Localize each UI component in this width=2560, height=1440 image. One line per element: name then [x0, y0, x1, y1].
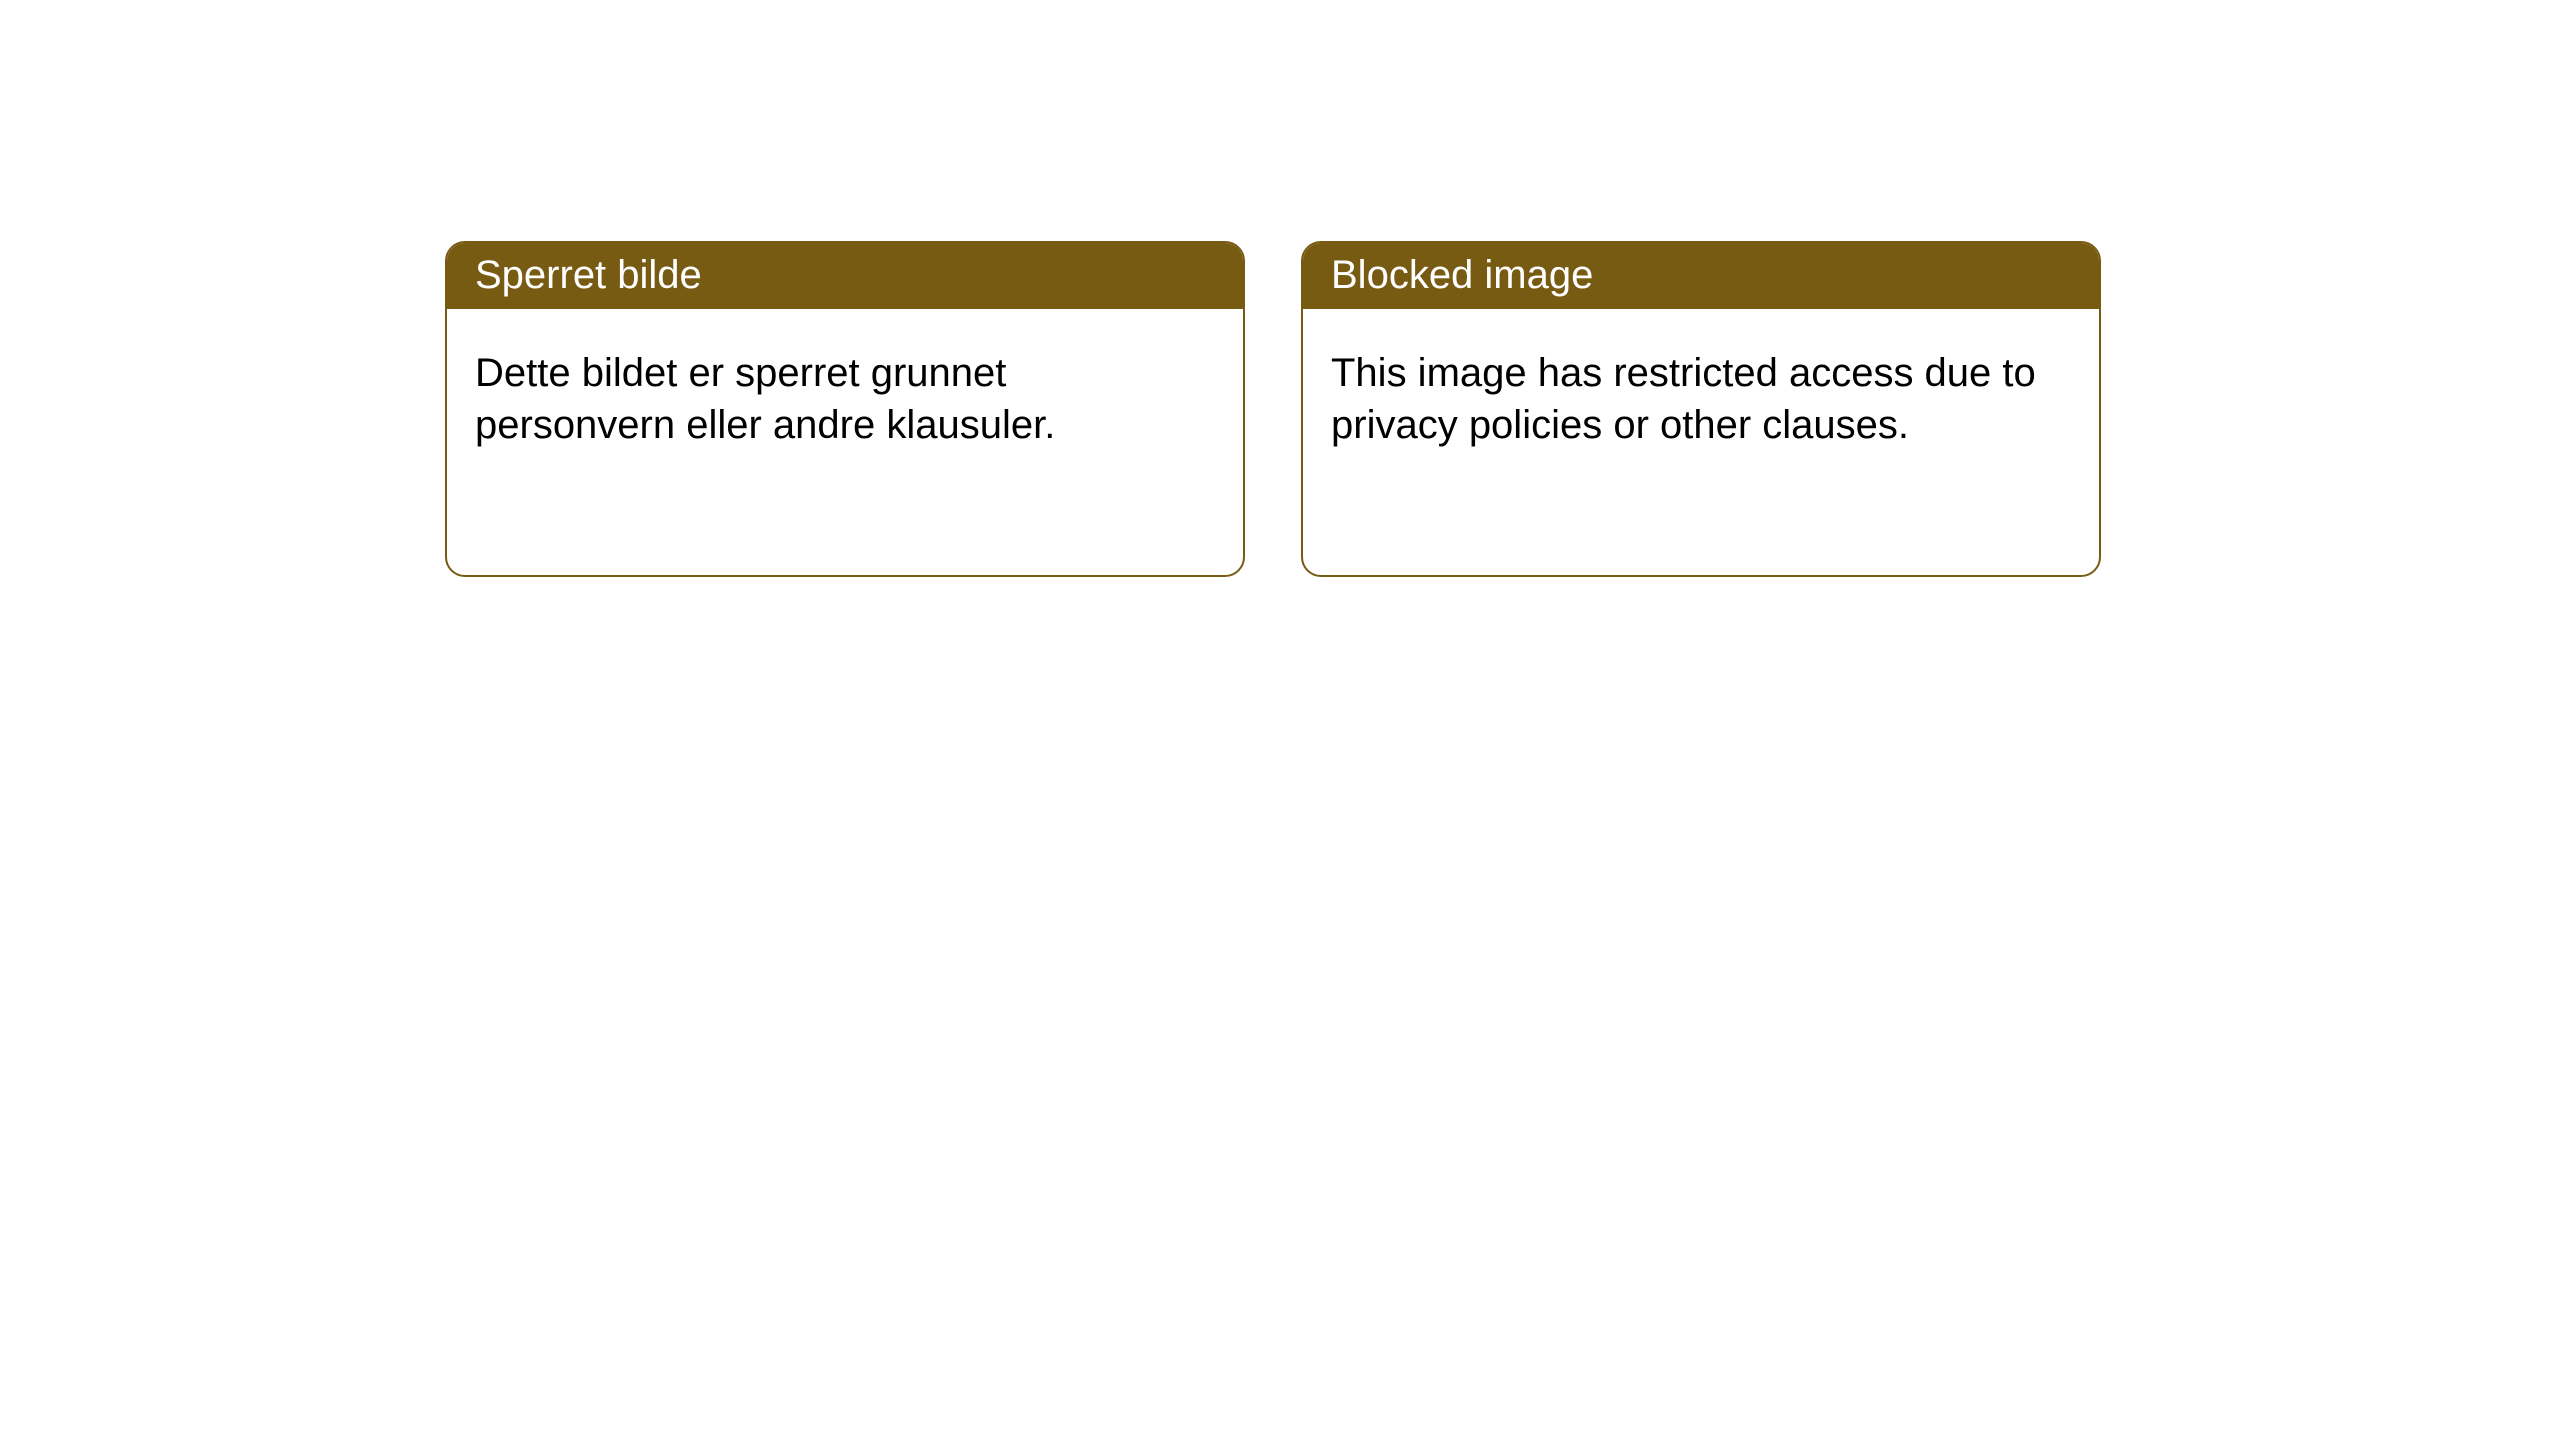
- notice-body: This image has restricted access due to …: [1303, 309, 2099, 489]
- notice-card-norwegian: Sperret bilde Dette bildet er sperret gr…: [445, 241, 1245, 577]
- notice-title: Sperret bilde: [447, 243, 1243, 309]
- notice-card-english: Blocked image This image has restricted …: [1301, 241, 2101, 577]
- notice-container: Sperret bilde Dette bildet er sperret gr…: [0, 0, 2560, 577]
- notice-title: Blocked image: [1303, 243, 2099, 309]
- notice-body: Dette bildet er sperret grunnet personve…: [447, 309, 1243, 489]
